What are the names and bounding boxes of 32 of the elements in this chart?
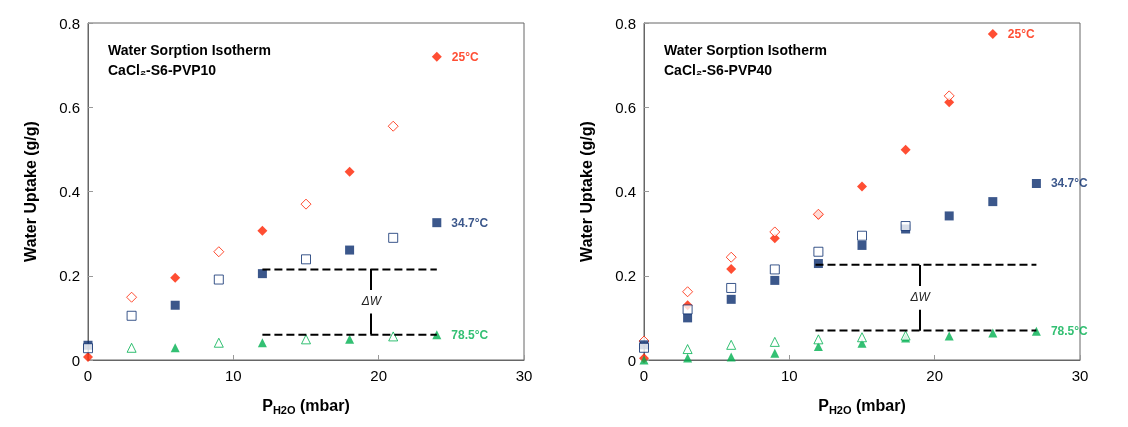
x-tick-label: 10	[224, 367, 242, 384]
text: CaCl₂-S6-PVP10	[108, 62, 217, 78]
x-tick-label: 10	[780, 367, 798, 384]
series-label: 78.5°C	[451, 327, 489, 342]
text: CaCl₂-S6-PVP40	[664, 62, 773, 78]
y-tick-label: 0	[627, 351, 636, 369]
y-axis-title: Water Uptake (g/g)	[21, 121, 39, 262]
text: Water Sorption Isotherm	[108, 42, 271, 58]
series-label: 25°C	[451, 49, 479, 64]
x-tick-label: 0	[83, 367, 93, 384]
y-tick-label: 0	[71, 351, 80, 369]
y-tick-label: 0.4	[59, 183, 80, 200]
annotation: ΔW	[360, 294, 383, 309]
x-tick-label: 20	[370, 367, 388, 384]
y-axis-title: Water Uptake (g/g)	[577, 121, 595, 262]
x-tick-label: 20	[926, 367, 944, 384]
y-tick-label: 0.6	[59, 98, 80, 116]
x-tick-label: 30	[1071, 367, 1089, 384]
series-label: 34.7°C	[1050, 176, 1089, 191]
y-tick-label: 0.8	[615, 14, 636, 32]
text: Water Sorption Isotherm	[664, 42, 827, 58]
series-label: 34.7°C	[451, 215, 489, 230]
y-tick-label: 0.2	[59, 267, 80, 285]
y-tick-label: 0.6	[615, 98, 636, 116]
y-tick-label: 0.4	[615, 183, 636, 200]
series-label: 78.5°C	[1050, 324, 1089, 339]
y-tick-label: 0.8	[59, 14, 80, 32]
series-label: 25°C	[1007, 26, 1035, 41]
x-tick-label: 30	[515, 367, 533, 384]
annotation: ΔW	[909, 289, 932, 304]
y-tick-label: 0.2	[615, 267, 636, 285]
x-tick-label: 0	[639, 367, 649, 384]
